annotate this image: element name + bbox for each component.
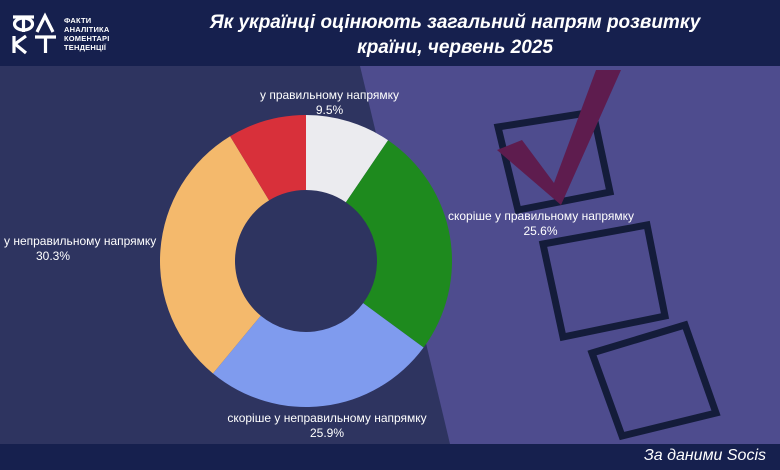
- checkmark-icon: [497, 70, 621, 205]
- checkbox-icon: [587, 320, 721, 441]
- logo-line: ФАКТИ: [64, 16, 92, 25]
- logo-line: АНАЛІТИКА: [64, 25, 110, 34]
- slice-label: у неправильному напрямку: [4, 234, 157, 248]
- slice-label: у правильному напрямку: [259, 88, 399, 102]
- logo-caption: ФАКТИ АНАЛІТИКА КОМЕНТАРІ ТЕНДЕНЦІЇ: [64, 16, 110, 52]
- data-label-wrong-direction: у неправильному напрямку 30.3%: [4, 234, 156, 264]
- checkbox-icon: [493, 108, 615, 215]
- logo-line: КОМЕНТАРІ: [64, 34, 110, 43]
- donut-slice-2: [212, 303, 424, 407]
- checkbox-icon-group: [493, 108, 721, 441]
- background-graphic: [360, 66, 780, 444]
- checkbox-icon: [538, 220, 670, 342]
- fact-logo-icon: [12, 12, 56, 55]
- footer-bar: За даними Socis: [0, 444, 780, 470]
- chart-title-line: країни, червень 2025: [357, 37, 553, 58]
- slice-value: 25.6%: [523, 224, 558, 238]
- background-light-panel: [360, 66, 780, 444]
- data-label-right-direction: у правильному напрямку 9.5%: [252, 88, 407, 118]
- slice-label: скоріше у правильному напрямку: [448, 209, 635, 223]
- data-label-rather-right-direction: скоріше у правильному напрямку 25.6%: [448, 209, 635, 239]
- donut-slice-1: [345, 140, 453, 348]
- slice-value: 25.9%: [309, 426, 345, 440]
- chart-title: Як українці оцінюють загальний напрям ро…: [175, 10, 735, 60]
- source-note: За даними Socis: [643, 447, 766, 464]
- slice-value: 9.5%: [315, 103, 344, 117]
- slice-value: 30.3%: [36, 249, 71, 263]
- slice-label: скоріше у неправильному напрямку: [227, 411, 427, 425]
- donut-slice-4: [230, 115, 306, 201]
- chart-title-line: Як українці оцінюють загальний напрям ро…: [209, 12, 701, 33]
- header-bar: ФАКТИ АНАЛІТИКА КОМЕНТАРІ ТЕНДЕНЦІЇ Як у…: [0, 0, 780, 66]
- donut-slice-0: [306, 115, 389, 203]
- logo-line: ТЕНДЕНЦІЇ: [64, 43, 107, 52]
- donut-slice-3: [160, 136, 270, 374]
- data-label-rather-wrong-direction: скоріше у неправильному напрямку 25.9%: [222, 411, 432, 441]
